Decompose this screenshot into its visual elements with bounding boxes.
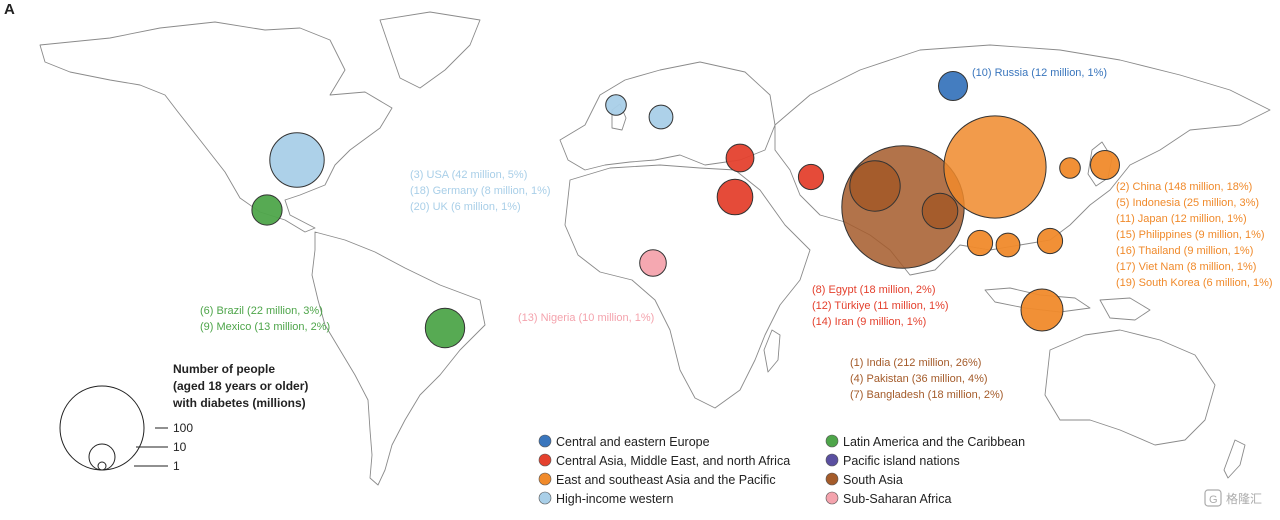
size-legend-title-line2: (aged 18 years or older) xyxy=(173,379,308,393)
bubble-germany xyxy=(648,104,674,130)
legend-swatch-high-income-western xyxy=(538,491,552,505)
annotation-brazil: (6) Brazil (22 million, 3%) xyxy=(200,305,323,317)
size-legend-circle-10 xyxy=(88,443,116,471)
annotation-sub-saharan: (13) Nigeria (10 million, 1%) xyxy=(518,312,654,324)
bubble-brazil xyxy=(424,307,466,349)
legend-label-central-eastern-europe: Central and eastern Europe xyxy=(556,435,710,449)
land-new-guinea xyxy=(1099,297,1151,321)
land-australia xyxy=(1044,329,1216,446)
size-legend-label-100: 100 xyxy=(173,421,193,435)
annotation-turkiye: (12) Türkiye (11 million, 1%) xyxy=(812,300,949,312)
watermark-text: 格隆汇 xyxy=(1226,491,1262,506)
bubble-china xyxy=(943,115,1047,219)
bubble-indonesia xyxy=(1020,288,1064,332)
legend-swatch-sub-saharan-africa xyxy=(825,491,839,505)
bubble-pakistan xyxy=(849,160,901,212)
size-legend-circle-100 xyxy=(59,385,145,471)
annotation-high-income: (3) USA (42 million, 5%) (18) Germany (8… xyxy=(410,169,551,213)
annotation-china: (2) China (148 million, 18%) xyxy=(1116,181,1252,193)
size-legend-title-line3: with diabetes (millions) xyxy=(172,396,306,410)
land-greenland xyxy=(379,11,481,89)
annotation-egypt: (8) Egypt (18 million, 2%) xyxy=(812,284,936,296)
annotation-nigeria: (13) Nigeria (10 million, 1%) xyxy=(518,312,654,324)
watermark-logo-icon xyxy=(1204,489,1222,507)
land-africa xyxy=(564,164,811,409)
land-madagascar xyxy=(763,329,781,373)
legend-label-sub-saharan-africa: Sub-Saharan Africa xyxy=(843,492,951,506)
watermark: G 格隆汇 xyxy=(1204,489,1262,507)
legend-swatch-east-se-asia-pacific xyxy=(538,472,552,486)
annotation-russia-line: (10) Russia (12 million, 1%) xyxy=(972,67,1107,79)
legend-label-high-income-western: High-income western xyxy=(556,492,673,506)
bubble-uk xyxy=(605,94,627,116)
bubble-philippines xyxy=(1036,227,1064,255)
annotation-bangladesh: (7) Bangladesh (18 million, 2%) xyxy=(850,389,1003,401)
annotation-uk: (20) UK (6 million, 1%) xyxy=(410,201,521,213)
annotation-pakistan: (4) Pakistan (36 million, 4%) xyxy=(850,373,988,385)
land-new-zealand xyxy=(1223,439,1246,479)
legend-label-central-asia-mena: Central Asia, Middle East, and north Afr… xyxy=(556,454,790,468)
annotation-russia: (10) Russia (12 million, 1%) xyxy=(972,67,1107,79)
legend-label-pacific-islands: Pacific island nations xyxy=(843,454,960,468)
bubble-usa xyxy=(269,132,325,188)
annotation-mena: (8) Egypt (18 million, 2%) (12) Türkiye … xyxy=(812,284,949,328)
annotation-south-korea: (19) South Korea (6 million, 1%) xyxy=(1116,277,1273,289)
region-legend: Central and eastern Europe Central Asia,… xyxy=(538,434,1025,506)
legend-label-latin-america-caribbean: Latin America and the Caribbean xyxy=(843,435,1025,449)
bubble-t-rkiye xyxy=(725,143,755,173)
legend-label-south-asia: South Asia xyxy=(843,473,903,487)
size-legend-circle-1 xyxy=(97,461,107,471)
annotation-iran: (14) Iran (9 million, 1%) xyxy=(812,316,926,328)
bubble-egypt xyxy=(716,178,754,216)
size-legend-title-line1: Number of people xyxy=(173,362,275,376)
bubble-thailand xyxy=(966,229,994,257)
bubble-iran xyxy=(797,163,825,191)
bubble-japan xyxy=(1090,150,1120,180)
annotation-japan: (11) Japan (12 million, 1%) xyxy=(1116,213,1247,225)
bubble-south-korea xyxy=(1059,157,1081,179)
bubble-russia xyxy=(938,71,968,101)
annotation-indonesia: (5) Indonesia (25 million, 3%) xyxy=(1116,197,1259,209)
land-north-america xyxy=(39,21,393,233)
bubble-viet-nam xyxy=(995,232,1021,258)
legend-label-east-se-asia-pacific: East and southeast Asia and the Pacific xyxy=(556,473,776,487)
annotation-usa: (3) USA (42 million, 5%) xyxy=(410,169,527,181)
bubble-mexico xyxy=(251,194,283,226)
watermark-logo-glyph: G xyxy=(1209,494,1218,506)
size-legend-label-1: 1 xyxy=(173,459,180,473)
annotation-south-asia: (1) India (212 million, 26%) (4) Pakista… xyxy=(850,357,1003,401)
annotation-thailand: (16) Thailand (9 million, 1%) xyxy=(1116,245,1253,257)
legend-swatch-central-eastern-europe xyxy=(538,434,552,448)
bubble-layer xyxy=(251,71,1120,349)
size-legend: Number of people (aged 18 years or older… xyxy=(59,362,308,473)
legend-swatch-central-asia-mena xyxy=(538,453,552,467)
annotation-latin-america: (6) Brazil (22 million, 3%) (9) Mexico (… xyxy=(200,305,330,333)
panel-label: A xyxy=(4,1,15,18)
land-south-america xyxy=(311,231,486,486)
legend-swatch-pacific-islands xyxy=(825,453,839,467)
annotation-mexico: (9) Mexico (13 million, 2%) xyxy=(200,321,330,333)
annotation-philippines: (15) Philippines (9 million, 1%) xyxy=(1116,229,1265,241)
annotation-germany: (18) Germany (8 million, 1%) xyxy=(410,185,551,197)
legend-swatch-south-asia xyxy=(825,472,839,486)
annotation-viet-nam: (17) Viet Nam (8 million, 1%) xyxy=(1116,261,1256,273)
legend-swatch-latin-america-caribbean xyxy=(825,434,839,448)
size-legend-label-10: 10 xyxy=(173,440,187,454)
land-layer xyxy=(39,11,1271,486)
bubble-bangladesh xyxy=(921,192,959,230)
annotation-india: (1) India (212 million, 26%) xyxy=(850,357,981,369)
annotation-east-asia: (2) China (148 million, 18%) (5) Indones… xyxy=(1116,181,1273,289)
bubble-nigeria xyxy=(639,249,667,277)
